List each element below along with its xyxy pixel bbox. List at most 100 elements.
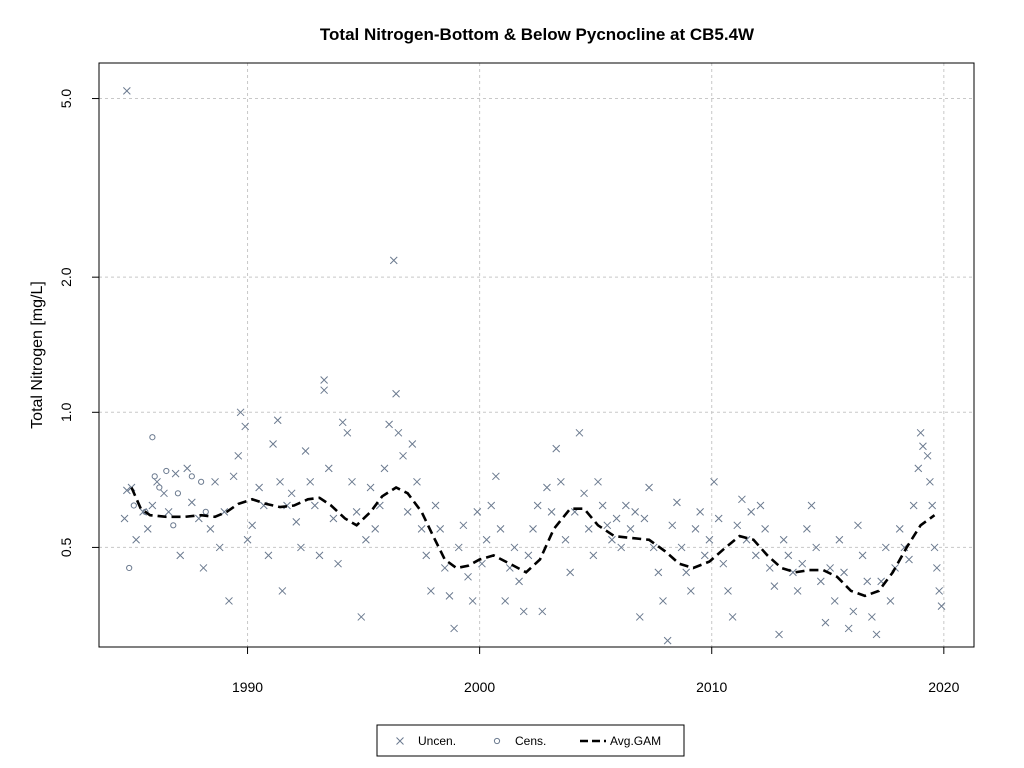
data-point-uncensored bbox=[612, 514, 621, 523]
data-point-censored bbox=[493, 737, 501, 745]
data-point-censored bbox=[156, 484, 163, 491]
data-point-uncensored bbox=[863, 577, 872, 586]
data-point-uncensored bbox=[160, 489, 168, 498]
data-point-uncensored bbox=[454, 543, 463, 552]
data-point-uncensored bbox=[696, 508, 704, 516]
data-point-censored bbox=[202, 508, 209, 515]
data-point-uncensored bbox=[276, 477, 284, 486]
x-tick-label: 2000 bbox=[464, 679, 495, 695]
data-point-uncensored bbox=[122, 87, 131, 95]
data-point-uncensored bbox=[297, 543, 305, 552]
data-point-uncensored bbox=[183, 464, 192, 473]
data-point-uncensored bbox=[529, 524, 537, 533]
data-point-uncensored bbox=[640, 514, 649, 523]
data-point-uncensored bbox=[234, 451, 243, 460]
data-point-uncensored bbox=[895, 524, 904, 533]
data-point-uncensored bbox=[176, 551, 185, 560]
data-point-uncensored bbox=[881, 543, 890, 552]
data-point-uncensored bbox=[645, 483, 653, 492]
data-point-uncensored bbox=[334, 559, 342, 568]
data-point-uncensored bbox=[830, 597, 839, 605]
data-point-censored bbox=[163, 467, 170, 475]
x-tick-label: 2020 bbox=[928, 679, 959, 695]
data-point-uncensored bbox=[765, 564, 774, 572]
data-point-uncensored bbox=[278, 587, 287, 595]
data-point-uncensored bbox=[775, 630, 783, 639]
data-point-uncensored bbox=[916, 428, 925, 437]
data-point-uncensored bbox=[396, 737, 404, 745]
data-point-censored bbox=[142, 508, 149, 515]
data-point-uncensored bbox=[700, 551, 709, 560]
y-axis-label: Total Nitrogen [mg/L] bbox=[29, 281, 46, 429]
data-point-uncensored bbox=[120, 514, 129, 523]
data-point-uncensored bbox=[663, 636, 672, 645]
data-point-uncensored bbox=[654, 568, 663, 577]
data-point-uncensored bbox=[206, 524, 215, 533]
plot-frame bbox=[98, 62, 975, 648]
data-point-censored bbox=[170, 522, 177, 529]
data-point-uncensored bbox=[930, 543, 939, 552]
data-point-uncensored bbox=[315, 551, 324, 560]
data-point-uncensored bbox=[547, 508, 556, 516]
data-point-uncensored bbox=[761, 524, 769, 533]
data-point-uncensored bbox=[784, 551, 793, 560]
data-point-uncensored bbox=[187, 498, 196, 507]
data-point-uncensored bbox=[719, 559, 728, 568]
data-point-uncensored bbox=[886, 597, 895, 605]
data-point-uncensored bbox=[427, 587, 435, 595]
data-point-uncensored bbox=[440, 564, 449, 572]
data-point-uncensored bbox=[557, 477, 565, 486]
data-point-uncensored bbox=[919, 442, 927, 451]
data-point-censored bbox=[198, 478, 205, 485]
data-point-censored bbox=[188, 473, 195, 480]
data-point-uncensored bbox=[649, 543, 658, 552]
data-point-uncensored bbox=[413, 477, 421, 486]
data-point-uncensored bbox=[849, 607, 858, 616]
data-point-uncensored bbox=[816, 577, 825, 586]
legend-label: Avg.GAM bbox=[610, 734, 661, 748]
data-point-uncensored bbox=[380, 464, 389, 473]
data-point-censored bbox=[126, 564, 133, 572]
data-point-uncensored bbox=[310, 501, 319, 510]
data-point-uncensored bbox=[793, 587, 802, 595]
data-point-uncensored bbox=[343, 428, 352, 437]
data-point-uncensored bbox=[324, 464, 333, 473]
y-tick-label: 5.0 bbox=[58, 89, 74, 109]
data-point-uncensored bbox=[515, 577, 523, 586]
data-point-uncensored bbox=[770, 582, 779, 590]
data-point-uncensored bbox=[733, 521, 742, 530]
data-point-censored bbox=[149, 434, 156, 441]
legend-box bbox=[376, 724, 685, 757]
data-point-uncensored bbox=[148, 501, 157, 510]
data-point-uncensored bbox=[705, 535, 714, 544]
data-point-uncensored bbox=[225, 597, 233, 605]
data-point-uncensored bbox=[543, 483, 551, 492]
data-point-uncensored bbox=[510, 543, 519, 552]
data-point-uncensored bbox=[255, 483, 263, 492]
data-point-uncensored bbox=[635, 613, 644, 621]
data-point-uncensored bbox=[844, 624, 853, 633]
data-point-uncensored bbox=[603, 521, 612, 530]
data-point-uncensored bbox=[171, 469, 180, 478]
data-point-uncensored bbox=[292, 518, 301, 526]
y-tick-label: 2.0 bbox=[58, 267, 74, 287]
data-point-uncensored bbox=[287, 489, 296, 498]
data-point-uncensored bbox=[153, 477, 161, 486]
axes: 1990 2000 2010 2020 0.5 1.0 2.0 5.0 bbox=[58, 89, 960, 695]
data-point-uncensored bbox=[854, 521, 862, 530]
data-point-uncensored bbox=[122, 486, 131, 495]
data-point-uncensored bbox=[561, 535, 570, 544]
data-point-uncensored bbox=[301, 447, 310, 455]
data-point-uncensored bbox=[501, 597, 510, 605]
data-point-uncensored bbox=[617, 543, 626, 552]
data-point-uncensored bbox=[229, 472, 238, 481]
data-point-uncensored bbox=[487, 501, 496, 510]
data-point-uncensored bbox=[199, 564, 208, 572]
data-point-uncensored bbox=[868, 613, 876, 621]
data-point-uncensored bbox=[538, 607, 547, 616]
data-point-uncensored bbox=[431, 501, 440, 510]
data-point-censored bbox=[151, 473, 158, 480]
data-point-uncensored bbox=[622, 501, 630, 510]
data-point-uncensored bbox=[812, 543, 821, 552]
data-point-uncensored bbox=[751, 551, 760, 560]
